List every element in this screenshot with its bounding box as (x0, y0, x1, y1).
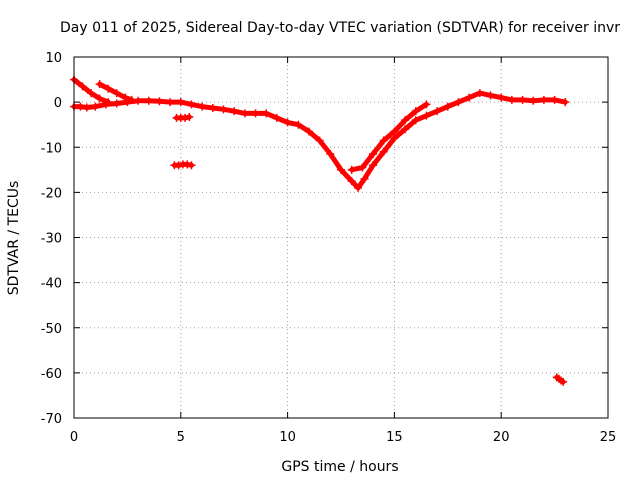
data-point (433, 107, 442, 116)
data-point (91, 102, 100, 111)
data-point (104, 98, 113, 107)
data-point (390, 134, 399, 143)
data-point (251, 109, 260, 118)
data-point (507, 95, 516, 104)
x-tick-label: 10 (279, 430, 296, 445)
data-point (486, 91, 495, 100)
data-point (518, 95, 527, 104)
x-tick-label: 20 (493, 430, 510, 445)
data-point (304, 127, 313, 136)
data-point (181, 113, 190, 122)
y-tick-label: 10 (45, 51, 62, 66)
data-point (379, 136, 388, 145)
data-point (187, 161, 196, 170)
data-point (230, 107, 239, 116)
data-point (315, 136, 324, 145)
data-point (208, 103, 217, 112)
y-tick-label: -10 (41, 141, 62, 156)
data-point (465, 93, 474, 102)
data-point (539, 95, 548, 104)
data-point (87, 89, 96, 98)
x-axis-label: GPS time / hours (281, 459, 398, 475)
data-point (443, 102, 452, 111)
data-point (401, 116, 410, 125)
data-point (95, 94, 104, 103)
data-point (272, 113, 281, 122)
data-point (262, 109, 271, 118)
data-point (347, 177, 356, 186)
series-upper-branch (349, 101, 429, 173)
data-point (183, 160, 192, 169)
data-point (82, 103, 91, 112)
data-point (475, 89, 484, 98)
data-point (411, 107, 420, 116)
data-point (369, 150, 378, 159)
data-points (70, 75, 570, 386)
data-point (283, 118, 292, 127)
data-point (134, 96, 143, 105)
data-point (294, 120, 303, 129)
data-point (529, 96, 538, 105)
data-point (127, 95, 136, 104)
data-point (422, 100, 431, 109)
data-point (155, 97, 164, 106)
data-point (354, 183, 363, 192)
data-point (112, 89, 121, 98)
data-point (369, 161, 378, 170)
data-point (454, 98, 463, 107)
data-point (185, 113, 194, 122)
data-point (112, 99, 121, 108)
data-point (401, 125, 410, 134)
data-point (422, 111, 431, 120)
data-point (219, 105, 228, 114)
data-point (358, 163, 367, 172)
data-point (198, 102, 207, 111)
data-point (166, 98, 175, 107)
chart-title: Day 011 of 2025, Sidereal Day-to-day VTE… (60, 20, 620, 36)
y-axis-label: SDTVAR / TECUs (6, 181, 22, 296)
data-point (347, 165, 356, 174)
data-point (76, 102, 85, 111)
data-point (174, 161, 183, 170)
x-tick-label: 25 (600, 430, 617, 445)
y-tick-label: -50 (41, 322, 62, 337)
grid-lines (74, 57, 608, 418)
data-point (550, 95, 559, 104)
axis-ticks: 0 5 10 15 20 25 10 0 -10 -20 -30 -40 -50 -60 -70 (41, 51, 617, 445)
data-point (176, 98, 185, 107)
y-tick-label: -70 (41, 412, 62, 427)
x-tick-label: 5 (177, 430, 185, 445)
x-tick-label: 15 (386, 430, 403, 445)
y-tick-label: -40 (41, 277, 62, 292)
y-tick-label: -20 (41, 186, 62, 201)
data-point (337, 165, 345, 174)
data-point (411, 116, 420, 125)
y-tick-label: -60 (41, 367, 62, 382)
data-point (561, 98, 570, 107)
y-tick-label: 0 (54, 96, 62, 111)
data-point (559, 377, 568, 386)
data-point (78, 82, 87, 91)
data-point (187, 100, 196, 109)
data-point (497, 93, 506, 102)
data-point (104, 84, 113, 93)
data-point (390, 127, 399, 136)
data-point (360, 174, 369, 183)
data-point (240, 109, 249, 118)
data-point (121, 93, 130, 102)
data-point (379, 147, 388, 156)
data-point (95, 80, 104, 89)
data-point (144, 96, 153, 105)
x-tick-label: 0 (70, 430, 78, 445)
data-point (326, 150, 335, 159)
y-tick-label: -30 (41, 232, 62, 247)
